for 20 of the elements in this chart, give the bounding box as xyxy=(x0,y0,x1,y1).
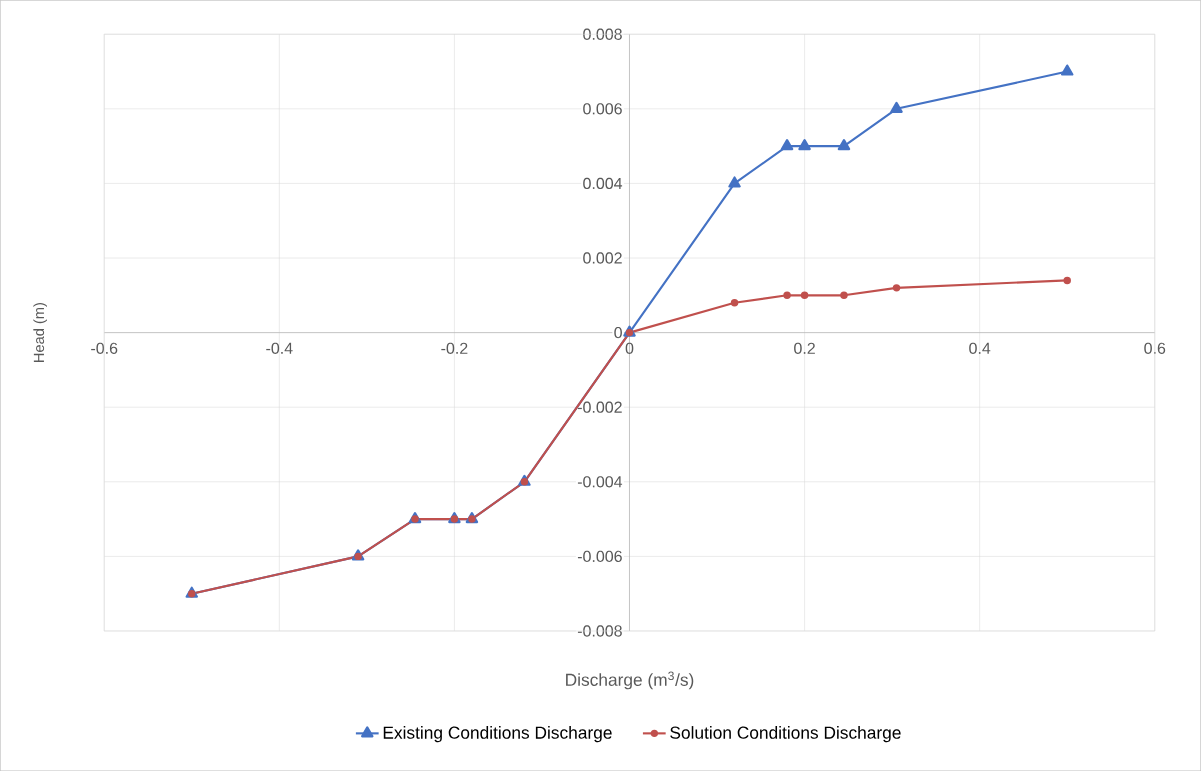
x-tick-label: 0.4 xyxy=(969,342,991,354)
y-tick-label: 0.004 xyxy=(583,177,623,189)
y-tick-label: 0 xyxy=(614,326,622,339)
y-tick-label: 0.006 xyxy=(583,103,622,115)
y-axis-title: Head (m) xyxy=(33,302,47,362)
x-axis-title: Discharge (m$^{3}$/s) xyxy=(566,671,694,690)
y-tick-label: 0.002 xyxy=(583,252,622,264)
y-tick-label: -0.008 xyxy=(577,625,622,637)
legend-label: Existing Conditions Discharge xyxy=(383,725,612,743)
y-tick-label: 0.008 xyxy=(583,28,622,40)
x-tick-label: 0.2 xyxy=(794,342,815,354)
x-tick-label: -0.4 xyxy=(266,342,293,354)
legend-label: Solution Conditions Discharge xyxy=(670,725,901,743)
x-tick-label: -0.2 xyxy=(441,342,468,354)
x-tick-label: 0.6 xyxy=(1144,342,1166,354)
y-tick-label: -0.004 xyxy=(577,476,623,488)
x-tick-label: 0 xyxy=(625,342,634,354)
x-tick-label: -0.6 xyxy=(91,342,118,354)
y-tick-label: -0.002 xyxy=(577,401,622,413)
y-tick-label: -0.006 xyxy=(577,550,622,562)
